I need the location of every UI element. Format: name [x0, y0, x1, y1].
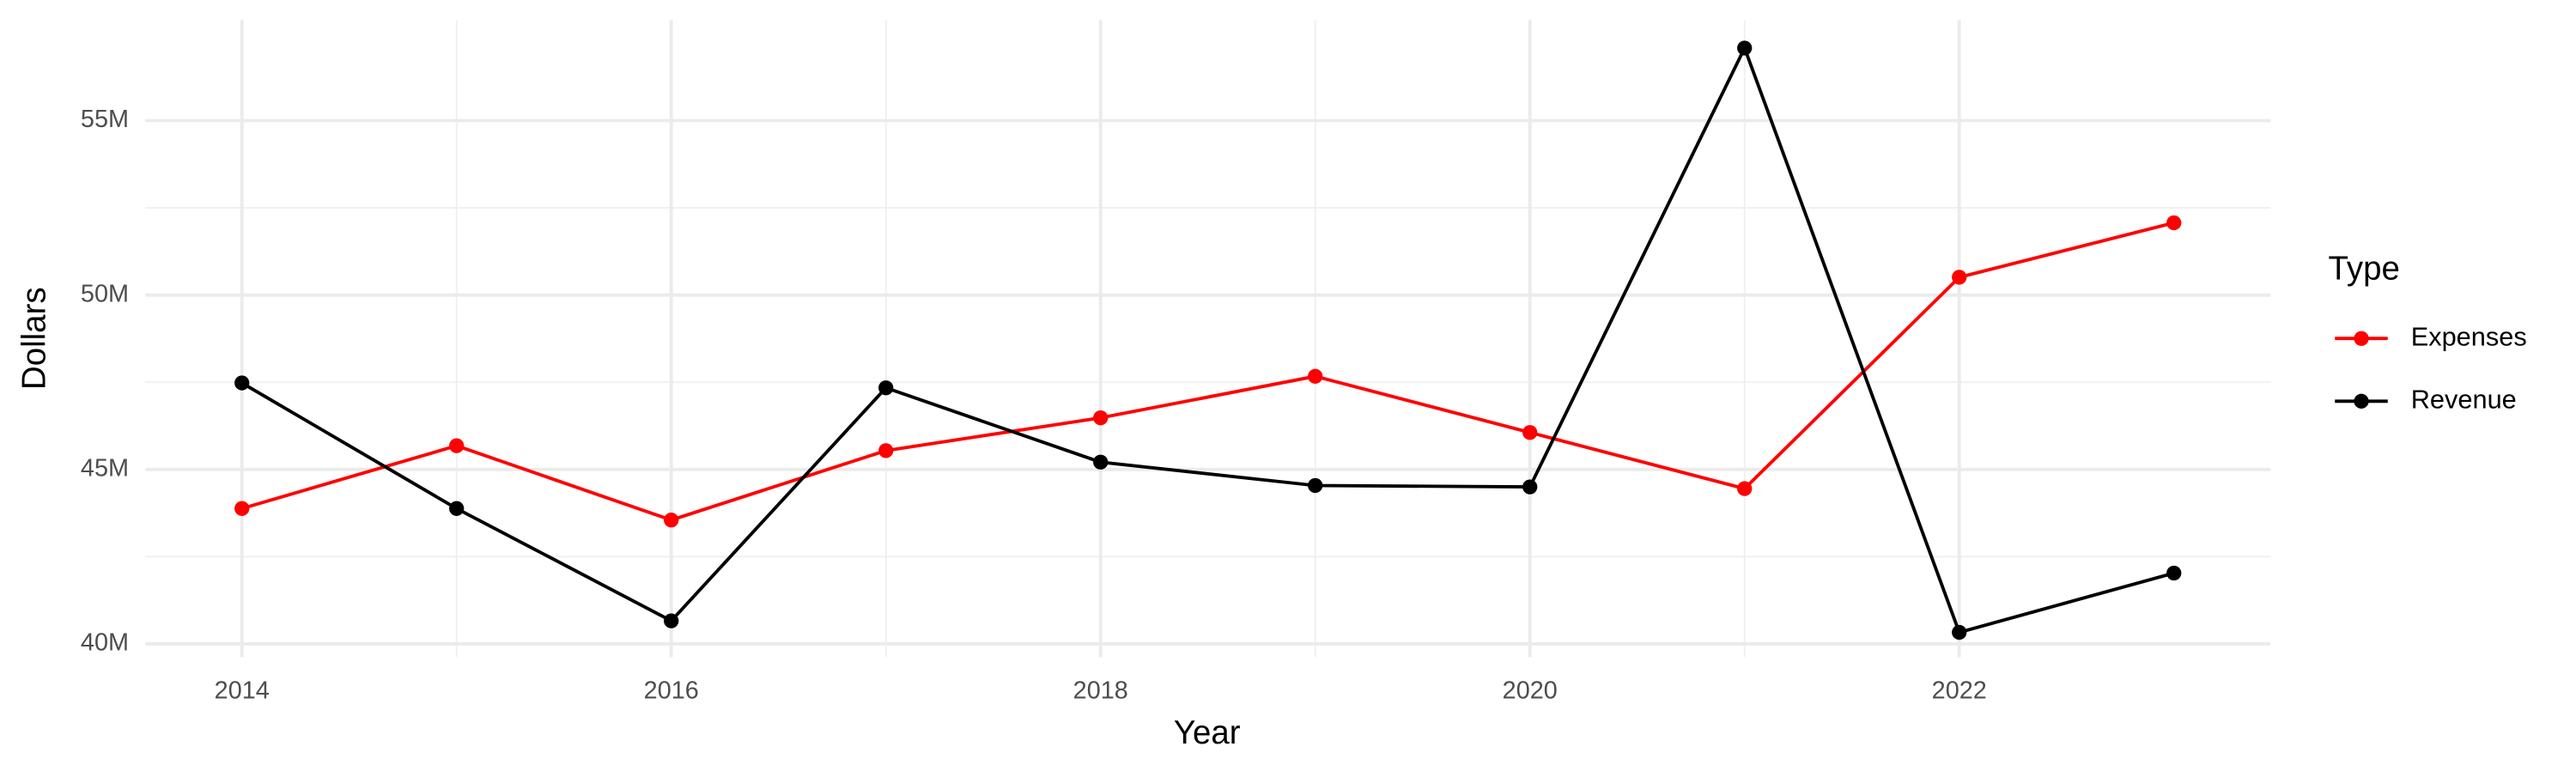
legend-title: Type [2329, 251, 2400, 288]
data-point [2166, 565, 2182, 581]
legend-key-point [2354, 393, 2369, 409]
y-tick-label: 40M [81, 629, 129, 657]
x-tick-label: 2018 [1073, 677, 1128, 704]
y-tick-label: 45M [81, 454, 129, 482]
y-axis-title: Dollars [15, 287, 52, 390]
x-tick-label: 2022 [1932, 677, 1987, 704]
data-point [1093, 454, 1109, 470]
x-axis-title: Year [1174, 714, 1241, 751]
legend-key-point [2354, 331, 2369, 346]
data-point [878, 380, 894, 396]
data-point [1952, 624, 1967, 640]
data-point [1308, 368, 1323, 384]
data-point [1522, 425, 1538, 440]
data-point [878, 443, 894, 458]
data-point [664, 513, 679, 528]
data-point [1737, 40, 1753, 56]
data-point [1737, 481, 1753, 496]
data-point [1308, 477, 1323, 494]
series-line [241, 221, 2175, 522]
data-point [234, 375, 250, 391]
data-point [1093, 410, 1109, 426]
legend-label: Revenue [2411, 384, 2517, 414]
data-point [449, 501, 465, 516]
series-line [240, 44, 2175, 634]
data-point [449, 438, 465, 453]
y-tick-label: 55M [81, 106, 129, 133]
x-tick-label: 2014 [215, 677, 270, 704]
y-tick-label: 50M [81, 280, 129, 307]
data-point [1952, 270, 1967, 285]
data-point [1522, 479, 1538, 495]
x-tick-label: 2020 [1503, 677, 1558, 704]
data-point [234, 501, 250, 516]
data-point [664, 613, 679, 628]
legend-label: Expenses [2411, 321, 2527, 351]
data-point [2166, 215, 2182, 231]
x-tick-label: 2016 [644, 677, 699, 704]
